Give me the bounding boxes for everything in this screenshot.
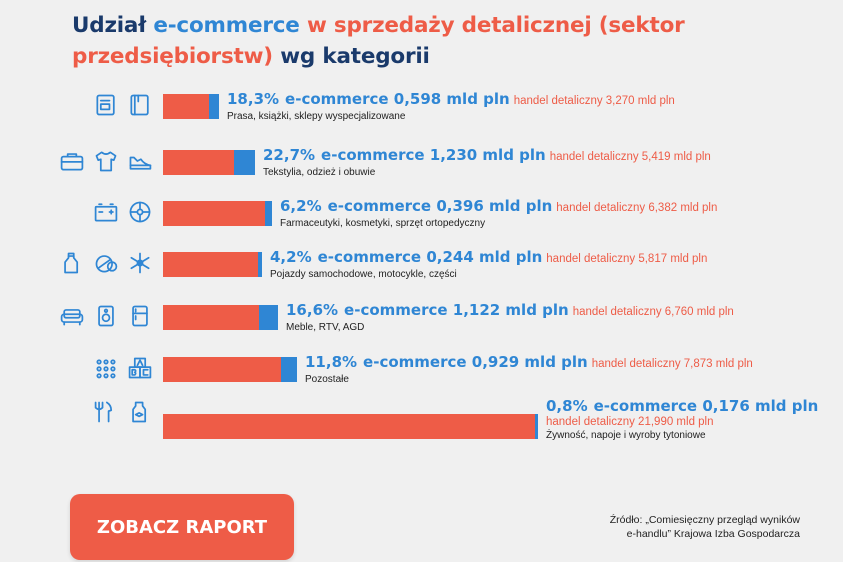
retail-bar xyxy=(163,94,219,119)
data-label: 18,3% e-commerce 0,598 mld pln handel deta… xyxy=(227,90,675,122)
data-label: 11,8% e-commerce 0,929 mld pln handel deta… xyxy=(305,353,753,385)
briefcase-icon xyxy=(59,148,85,174)
share-percent: 4,2% xyxy=(270,248,312,266)
tshirt-icon xyxy=(93,148,119,174)
data-label: 22,7% e-commerce 1,230 mld pln handel deta… xyxy=(263,146,711,178)
shoe-icon xyxy=(127,148,153,174)
speaker-icon xyxy=(93,303,119,329)
share-percent: 16,6% xyxy=(286,301,339,319)
cutlery-icon xyxy=(93,399,119,425)
ecommerce-bar xyxy=(281,357,297,382)
category-label: Meble, RTV, AGD xyxy=(286,322,365,333)
ecommerce-value: e-commerce 0,598 mld pln xyxy=(285,90,510,108)
category-icons xyxy=(93,397,153,427)
category-label: Tekstylia, odzież i obuwie xyxy=(263,167,376,178)
dots-grid-icon xyxy=(93,355,119,381)
ecommerce-bar xyxy=(209,94,219,119)
ecommerce-bar xyxy=(265,201,272,226)
retail-bar xyxy=(163,357,297,382)
pills-icon xyxy=(93,250,119,276)
retail-bar xyxy=(163,414,538,439)
retail-value: handel detaliczny 5,419 mld pln xyxy=(549,151,711,163)
retail-value: handel detaliczny 6,382 mld pln xyxy=(556,202,718,214)
view-report-button[interactable]: ZOBACZ RAPORT xyxy=(70,494,294,560)
ecommerce-bar xyxy=(259,305,278,330)
retail-bar xyxy=(163,252,262,277)
chart-title: Udział e-commerce w sprzedaży detaliczne… xyxy=(72,13,685,69)
category-icons xyxy=(59,301,153,331)
data-label: 0,8% e-commerce 0,176 mld pln handel detal… xyxy=(546,397,818,441)
notebook-icon xyxy=(93,92,119,118)
bar-row: 22,7% e-commerce 1,230 mld pln handel deta… xyxy=(0,146,843,196)
data-label: 16,6% e-commerce 1,122 mld pln handel deta… xyxy=(286,301,734,333)
category-icons xyxy=(59,146,153,176)
ecommerce-value: e-commerce 0,929 mld pln xyxy=(363,353,588,371)
category-label: Farmaceutyki, kosmetyki, sprzęt ortopedy… xyxy=(280,218,486,229)
bar-row: 18,3% e-commerce 0,598 mld pln handel deta… xyxy=(0,90,843,140)
bottle-icon xyxy=(59,250,85,276)
bar-row: 0,8% e-commerce 0,176 mld pln handel detal… xyxy=(0,397,843,447)
retail-bar xyxy=(163,305,278,330)
bar-row: 16,6% e-commerce 1,122 mld pln handel deta… xyxy=(0,301,843,351)
ecommerce-bar xyxy=(535,414,538,439)
retail-bar xyxy=(163,201,272,226)
retail-value: handel detaliczny 5,817 mld pln xyxy=(546,253,708,265)
battery-icon xyxy=(93,199,119,225)
category-label: Pozostałe xyxy=(305,374,349,385)
retail-value: handel detaliczny 7,873 mld pln xyxy=(591,358,753,370)
share-percent: 11,8% xyxy=(305,353,358,371)
ecommerce-value: e-commerce 0,396 mld pln xyxy=(327,197,553,215)
category-icons xyxy=(59,248,153,278)
data-label: 4,2% e-commerce 0,244 mld pln handel detal… xyxy=(270,248,707,280)
retail-value: handel detaliczny 3,270 mld pln xyxy=(513,95,675,107)
snowflake-icon xyxy=(127,250,153,276)
bar-row: 6,2% e-commerce 0,396 mld pln handel detal… xyxy=(0,197,843,247)
category-icons xyxy=(93,197,153,227)
category-label: Prasa, książki, sklepy wyspecjalizowane xyxy=(227,111,406,122)
bar-row: 4,2% e-commerce 0,244 mld pln handel detal… xyxy=(0,248,843,298)
ecommerce-bar xyxy=(234,150,255,175)
source-note: Źródło: „Comiesięczny przegląd wyników e… xyxy=(609,514,800,540)
share-percent: 22,7% xyxy=(263,146,316,164)
retail-value: handel detaliczny 6,760 mld pln xyxy=(572,306,734,318)
category-icons xyxy=(93,90,153,120)
fridge-icon xyxy=(127,303,153,329)
ecommerce-bar xyxy=(258,252,262,277)
share-percent: 18,3% xyxy=(227,90,280,108)
bar-row: 11,8% e-commerce 0,929 mld pln handel deta… xyxy=(0,353,843,403)
data-label: 6,2% e-commerce 0,396 mld pln handel detal… xyxy=(280,197,717,229)
sofa-icon xyxy=(59,303,85,329)
share-percent: 6,2% xyxy=(280,197,322,215)
ecommerce-value: e-commerce 1,122 mld pln xyxy=(344,301,569,319)
share-percent: 0,8% xyxy=(546,397,588,415)
retail-value: handel detaliczny 21,990 mld pln xyxy=(546,416,714,428)
category-icons xyxy=(93,353,153,383)
ecommerce-value: e-commerce 0,244 mld pln xyxy=(317,248,543,266)
category-label: Pojazdy samochodowe, motocykle, części xyxy=(270,269,457,280)
retail-bar xyxy=(163,150,255,175)
abc-blocks-icon xyxy=(127,355,153,381)
ecommerce-value: e-commerce 0,176 mld pln xyxy=(593,397,819,415)
ecommerce-value: e-commerce 1,230 mld pln xyxy=(321,146,546,164)
wheel-icon xyxy=(127,199,153,225)
milk-bottle-icon xyxy=(127,399,153,425)
category-label: Żywność, napoje i wyroby tytoniowe xyxy=(546,430,706,441)
book-icon xyxy=(127,92,153,118)
